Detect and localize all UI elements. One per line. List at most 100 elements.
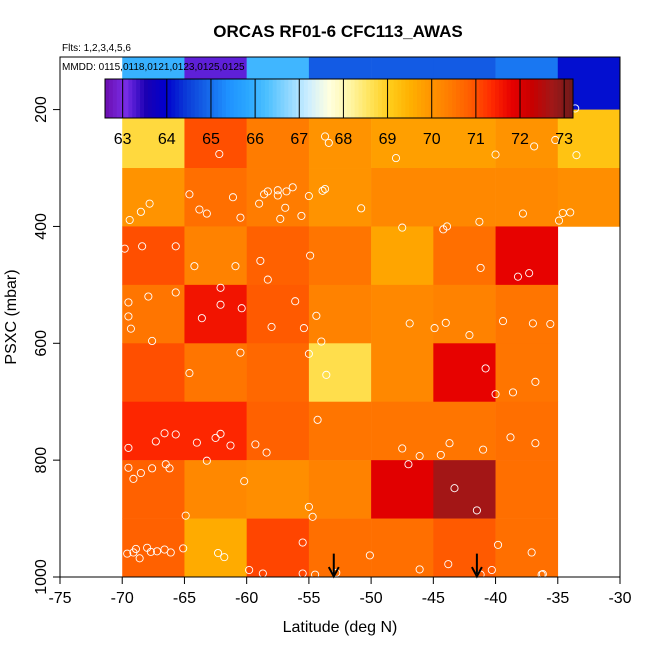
heatmap-cell xyxy=(433,518,496,578)
colorbar: 63 64 65 66 67 68 69 70 71 72 73 xyxy=(104,78,574,148)
colorbar-swatch xyxy=(132,79,137,118)
colorbar-swatch xyxy=(436,79,441,118)
colorbar-swatch xyxy=(307,79,313,118)
colorbar-swatch xyxy=(561,79,566,118)
colorbar-swatch xyxy=(225,79,231,118)
sample-marker xyxy=(181,511,190,520)
sample-marker xyxy=(185,190,194,199)
colorbar-swatch xyxy=(229,79,235,118)
heatmap-cell xyxy=(495,460,559,519)
sample-marker xyxy=(491,390,500,399)
sample-marker xyxy=(273,186,282,195)
colorbar-swatch xyxy=(389,79,395,118)
colorbar-tick-label: 67 xyxy=(290,131,308,148)
sample-marker xyxy=(508,388,518,397)
x-tick-label: -45 xyxy=(422,590,445,607)
colorbar-swatch xyxy=(311,79,317,118)
heatmap-cell xyxy=(184,109,247,169)
heatmap-cell xyxy=(495,401,559,461)
heatmap-cell xyxy=(495,226,559,286)
colorbar-swatch xyxy=(475,79,480,118)
heatmap-cell xyxy=(433,343,496,403)
sample-marker xyxy=(436,450,445,459)
sample-marker xyxy=(527,548,536,557)
sample-marker xyxy=(151,437,160,446)
colorbar-tick-label: 63 xyxy=(114,131,132,148)
heatmap-cell xyxy=(184,284,247,344)
heatmap-cell xyxy=(495,518,559,578)
sample-marker xyxy=(263,187,272,196)
sample-marker xyxy=(148,336,157,346)
y-axis: 200 400 600 800 1000 xyxy=(33,96,60,595)
sample-marker xyxy=(192,438,201,447)
colorbar-swatch xyxy=(144,79,149,118)
heatmap-cells xyxy=(122,57,621,578)
colorbar-swatch xyxy=(522,79,527,118)
colorbar-swatch xyxy=(440,79,445,118)
heatmap-cell xyxy=(557,109,621,169)
sample-marker xyxy=(136,468,145,478)
colorbar-swatch xyxy=(471,79,476,118)
sample-marker xyxy=(190,262,199,271)
colorbar-swatch xyxy=(420,79,426,118)
sample-marker xyxy=(430,324,439,333)
colorbar-swatch xyxy=(413,79,418,118)
sample-marker xyxy=(148,464,157,473)
heatmap-cell xyxy=(184,343,247,403)
colorbar-swatch xyxy=(358,79,363,118)
colorbar-swatch xyxy=(557,79,562,118)
sample-marker xyxy=(525,269,534,278)
flights-label: Flts: 1,2,3,4,5,6 xyxy=(62,43,131,54)
colorbar-tick-label: 71 xyxy=(467,131,485,148)
colorbar-swatch xyxy=(183,79,188,118)
sample-marker xyxy=(493,540,503,549)
sample-marker xyxy=(160,429,169,438)
colorbar-swatch xyxy=(268,79,274,118)
sample-marker xyxy=(255,199,264,208)
heatmap-cell xyxy=(371,226,434,286)
heatmap-cell xyxy=(246,518,310,578)
sample-marker xyxy=(297,211,306,220)
colorbar-swatch xyxy=(315,79,320,118)
sample-marker xyxy=(197,314,206,323)
y-tick-label: 200 xyxy=(33,96,50,123)
x-axis: -75 -70 -65 -60 -55 -50 -45 -40 -35 -30 xyxy=(48,577,632,607)
sample-marker xyxy=(129,474,138,483)
sample-marker xyxy=(281,203,290,212)
heatmap-cell xyxy=(371,401,434,461)
heatmap-cell xyxy=(433,109,496,169)
heatmap-cell xyxy=(246,343,310,403)
colorbar-swatch xyxy=(323,79,328,118)
colorbar-swatch xyxy=(537,79,543,118)
sample-marker xyxy=(299,324,308,333)
colorbar-swatch xyxy=(545,79,551,118)
sample-marker xyxy=(216,429,225,438)
sample-marker xyxy=(236,213,245,222)
sample-marker xyxy=(226,441,235,450)
colorbar-swatch xyxy=(444,79,449,118)
heatmap-cell xyxy=(433,226,496,286)
colorbar-swatch xyxy=(190,79,196,118)
heatmap-cell xyxy=(184,226,247,286)
sample-marker xyxy=(240,477,249,486)
sample-marker xyxy=(165,464,174,473)
y-tick-label: 1000 xyxy=(33,559,50,595)
sample-marker xyxy=(506,433,515,442)
sample-marker xyxy=(465,331,474,340)
heatmap-cell xyxy=(433,284,496,344)
colorbar-swatch xyxy=(300,79,305,118)
arrow-head xyxy=(327,566,340,579)
colorbar-swatch xyxy=(526,79,531,118)
sample-marker xyxy=(220,553,229,562)
sample-marker xyxy=(444,560,453,569)
colorbar-tick-label: 64 xyxy=(158,131,176,148)
sample-marker xyxy=(487,565,496,575)
heatmap-cell xyxy=(246,460,310,519)
sample-marker xyxy=(321,132,330,141)
sample-marker xyxy=(153,547,162,556)
heatmap-cell xyxy=(371,343,434,403)
sample-marker xyxy=(365,551,374,560)
colorbar-swatch xyxy=(401,79,406,118)
colorbar-swatch xyxy=(483,79,488,118)
